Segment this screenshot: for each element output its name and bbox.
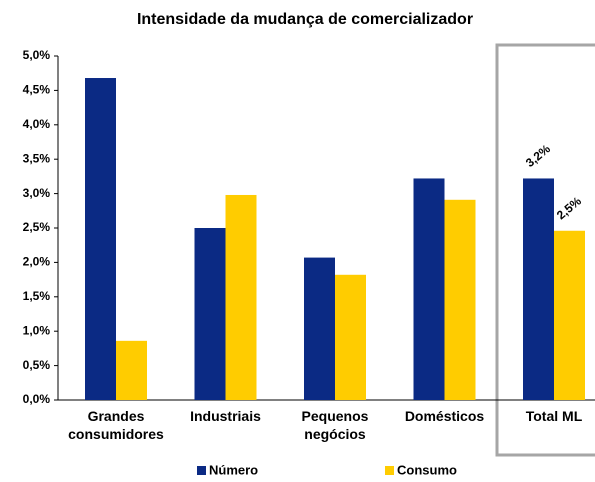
y-tick-label: 2,0% (23, 255, 51, 269)
legend-swatch (385, 466, 394, 475)
data-label: 2,5% (554, 194, 584, 223)
bar (194, 228, 226, 400)
y-tick-label: 4,0% (23, 117, 51, 131)
y-tick-label: 0,5% (23, 358, 51, 372)
legend-label: Consumo (397, 462, 457, 477)
bar (335, 274, 366, 400)
y-tick-label: 0,0% (23, 392, 51, 406)
bar (444, 199, 476, 400)
bar (413, 178, 445, 400)
y-tick-label: 5,0% (23, 48, 51, 62)
legend-label: Número (209, 462, 258, 477)
y-tick-label: 1,5% (23, 289, 51, 303)
bar (304, 257, 335, 400)
y-tick-label: 3,5% (23, 151, 51, 165)
x-tick-label: Total ML (525, 408, 583, 424)
bar (523, 178, 554, 400)
highlight-box (495, 43, 595, 457)
x-tick-label: Grandes consumidores (68, 408, 164, 442)
x-tick-label: Domésticos (404, 408, 485, 424)
x-tick-label: Pequenos negócios (301, 408, 369, 442)
x-tick-label: Industriais (190, 408, 261, 424)
y-tick-label: 2,5% (23, 220, 51, 234)
y-tick-label: 3,0% (23, 186, 51, 200)
bar (225, 194, 257, 400)
data-label: 3,2% (523, 141, 553, 170)
bar (116, 340, 147, 400)
bar (554, 230, 585, 400)
legend-swatch (197, 466, 206, 475)
y-tick-label: 4,5% (23, 83, 51, 97)
bar (85, 78, 116, 401)
y-tick-label: 1,0% (23, 323, 51, 337)
chart-title: Intensidade da mudança de comercializado… (137, 11, 473, 28)
